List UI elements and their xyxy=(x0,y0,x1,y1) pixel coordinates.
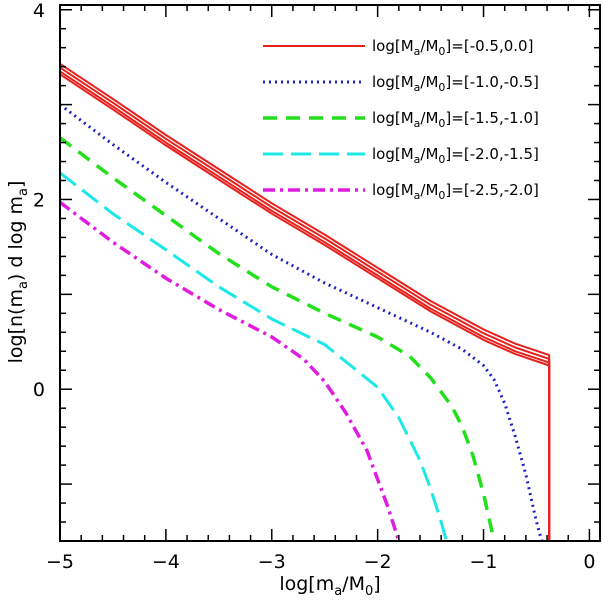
x-axis-title-sub: a xyxy=(334,584,342,599)
y-axis-title-sub: a xyxy=(16,281,31,289)
legend-label-3: log[Ma/M0]=[-1.5,-1.0] xyxy=(372,109,539,130)
y-tick-label: 2 xyxy=(33,189,45,211)
series-layer xyxy=(60,62,551,541)
series-line-3 xyxy=(60,136,496,541)
y-tick-label: 4 xyxy=(33,0,45,22)
series-line-2 xyxy=(60,103,544,541)
x-axis-title-sub2: 0 xyxy=(365,584,373,599)
x-tick-label: −5 xyxy=(46,551,74,573)
y-tick-label: 0 xyxy=(33,379,45,401)
series-line-1-3 xyxy=(60,70,551,541)
x-tick-label: −2 xyxy=(364,551,392,573)
series-line-5 xyxy=(60,200,401,541)
legend-label-1: log[Ma/M0]=[-0.5,0.0] xyxy=(372,37,533,58)
x-tick-label: −1 xyxy=(470,551,498,573)
y-axis-title: log[n(ma) d log ma] xyxy=(5,181,31,364)
legend: log[Ma/M0]=[-0.5,0.0] log[Ma/M0]=[-1.0,-0… xyxy=(263,37,539,202)
x-axis-title: log[ma/M0] xyxy=(279,573,380,599)
series-line-4 xyxy=(60,171,448,541)
ticks-layer: −5 −4 −3 −2 −1 0 0 2 4 xyxy=(33,0,600,573)
x-tick-label: −4 xyxy=(152,551,180,573)
legend-label-4: log[Ma/M0]=[-2.0,-1.5] xyxy=(372,145,539,166)
series-line-1-2 xyxy=(60,66,551,541)
legend-label-5: log[Ma/M0]=[-2.5,-2.0] xyxy=(372,181,539,202)
legend-label-2: log[Ma/M0]=[-1.0,-0.5] xyxy=(372,73,539,94)
series-line-1-4 xyxy=(60,73,551,541)
x-tick-label: 0 xyxy=(583,551,595,573)
plot-frame xyxy=(59,4,601,542)
x-tick-label: −3 xyxy=(258,551,286,573)
series-line-1-1 xyxy=(60,62,551,541)
